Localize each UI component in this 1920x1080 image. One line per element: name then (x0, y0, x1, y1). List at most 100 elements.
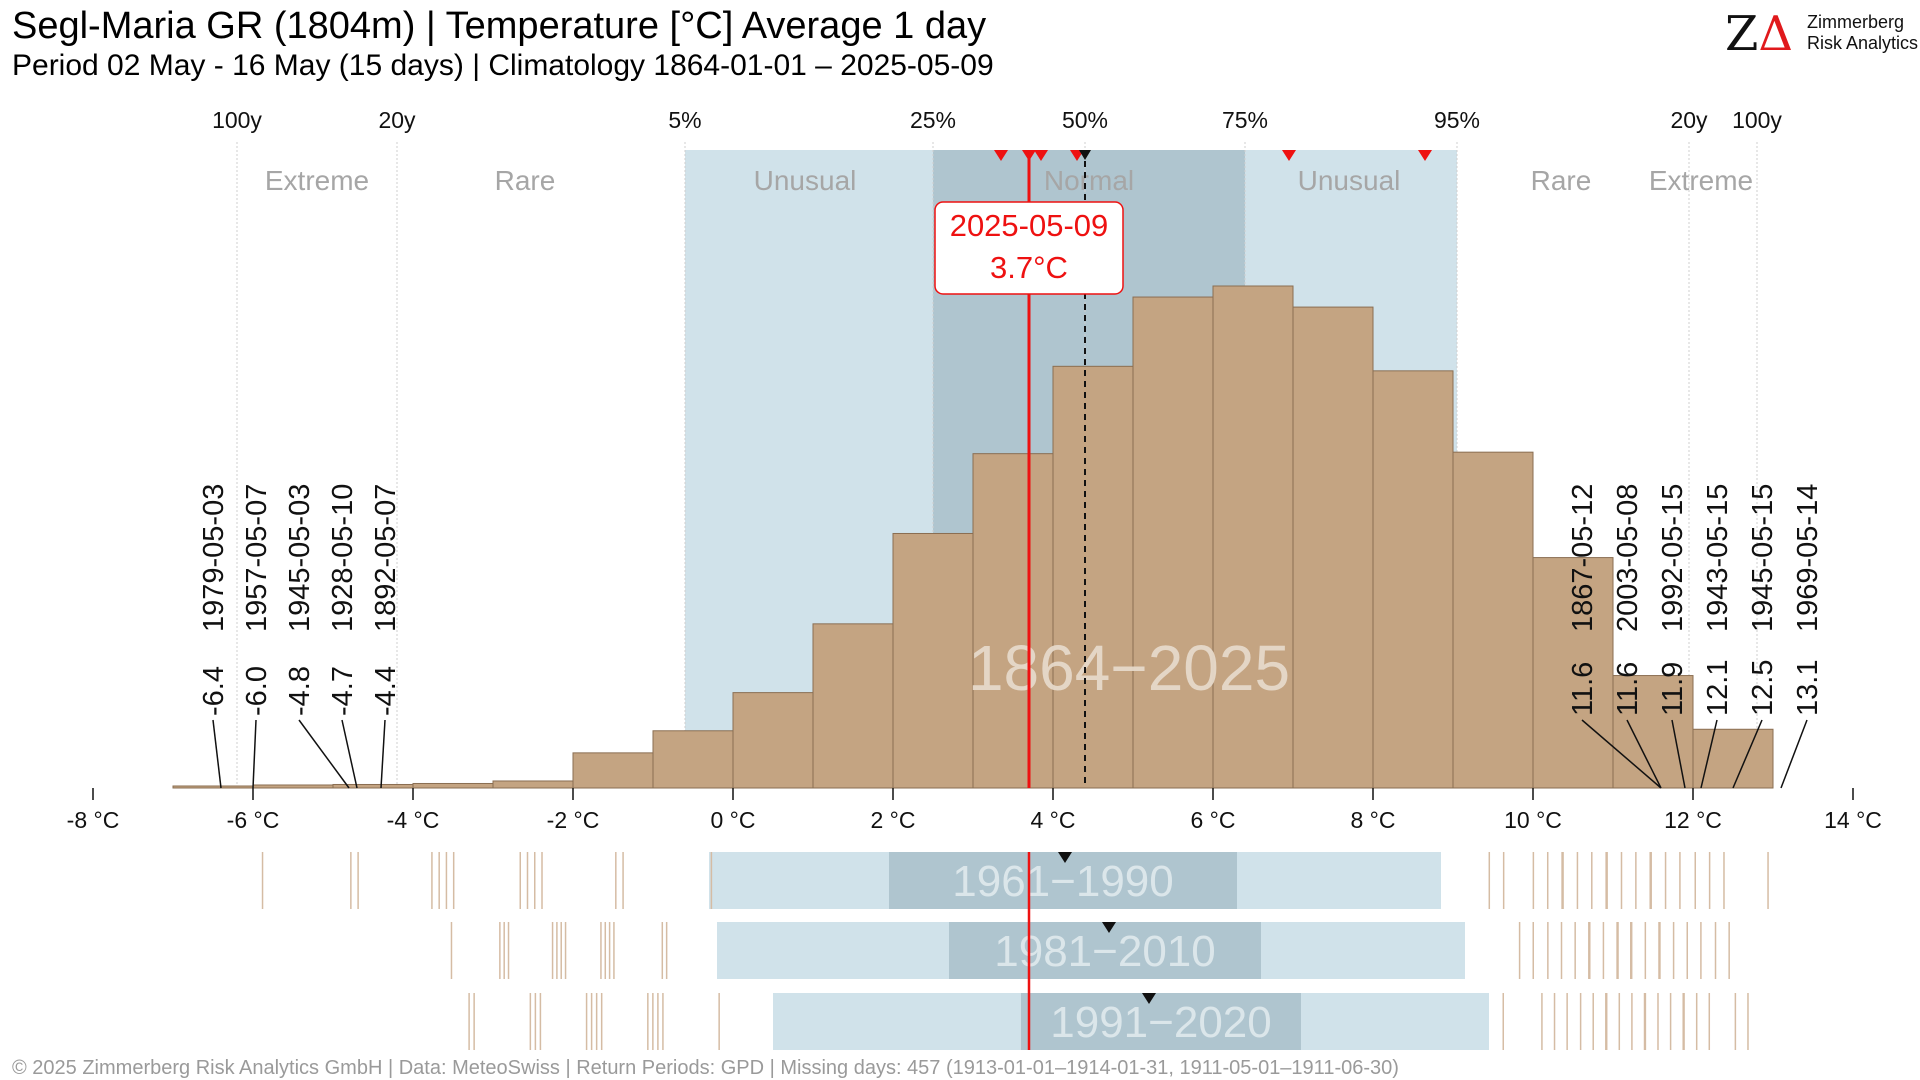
x-tick-label: 10 °C (1504, 807, 1562, 833)
percentile-label: 5% (668, 107, 701, 133)
histogram-bar (1212, 285, 1294, 789)
category-label: Unusual (754, 165, 857, 196)
low-extreme-value: -4.8 (284, 666, 316, 716)
low-extreme-date: 1979-05-03 (198, 484, 230, 632)
x-tick-label: 14 °C (1824, 807, 1882, 833)
low-extreme-value: -6.0 (241, 666, 273, 716)
low-extreme-date: 1945-05-03 (284, 484, 316, 632)
recent-value-marker (1418, 150, 1432, 161)
x-tick-label: -4 °C (387, 807, 440, 833)
percentile-label: 25% (910, 107, 956, 133)
recent-value-marker (1034, 150, 1048, 161)
period-watermark: 1864−2025 (968, 632, 1290, 704)
histogram-bar (1132, 296, 1214, 789)
histogram-bar (172, 785, 254, 789)
low-extreme-leader (212, 719, 222, 789)
category-label: Normal (1044, 165, 1134, 196)
high-extreme-value: 12.1 (1702, 660, 1734, 716)
low-extreme-date: 1928-05-10 (327, 484, 359, 632)
histogram-bar (1612, 675, 1694, 789)
x-tick-label: -8 °C (67, 807, 120, 833)
category-label: Extreme (1649, 165, 1753, 196)
reference-median-marker (1142, 993, 1156, 1004)
high-extreme-leader (1780, 719, 1808, 789)
x-tick-label: 6 °C (1191, 807, 1236, 833)
high-extreme-date: 2003-05-08 (1612, 484, 1644, 632)
logo-text: Zimmerberg Risk Analytics (1807, 12, 1918, 54)
company-logo: ZΔ Zimmerberg Risk Analytics (1725, 6, 1918, 62)
high-extreme-date: 1992-05-15 (1657, 484, 1689, 632)
high-extreme-leader (1732, 719, 1763, 789)
histogram-bar (1532, 557, 1614, 789)
reference-median-marker (1058, 852, 1072, 863)
histogram-bar (652, 730, 734, 789)
low-extreme-value: -6.4 (198, 666, 230, 716)
percentile-label: 75% (1222, 107, 1268, 133)
percentile-label: 20y (378, 107, 416, 133)
x-tick-label: 4 °C (1031, 807, 1076, 833)
chart-title: Segl-Maria GR (1804m) | Temperature [°C]… (12, 5, 987, 47)
high-extreme-leader (1626, 719, 1662, 789)
category-label: Rare (495, 165, 556, 196)
reference-normal-band (1021, 993, 1301, 1050)
low-extreme-leader (252, 719, 257, 789)
x-tick-label: -2 °C (547, 807, 600, 833)
percentile-label: 20y (1670, 107, 1708, 133)
current-date-label: 2025-05-09 (950, 208, 1109, 243)
histogram-bar (812, 623, 894, 789)
low-extreme-leader (380, 719, 386, 789)
histogram-bar (892, 532, 974, 789)
histogram-bar (1692, 728, 1774, 789)
x-tick-label: -6 °C (227, 807, 280, 833)
recent-value-marker (1282, 150, 1296, 161)
chart-subtitle: Period 02 May - 16 May (15 days) | Clima… (12, 49, 994, 82)
x-tick-label: 2 °C (871, 807, 916, 833)
recent-value-marker (994, 150, 1008, 161)
reference-normal-band (949, 922, 1261, 979)
x-tick-label: 0 °C (711, 807, 756, 833)
high-extreme-leader (1700, 719, 1718, 789)
category-label: Unusual (1298, 165, 1401, 196)
low-extreme-leader (341, 719, 358, 789)
histogram-bar (1292, 306, 1374, 789)
high-extreme-value: 11.6 (1612, 662, 1644, 716)
logo-line-2: Risk Analytics (1807, 33, 1919, 53)
histogram-bar (1452, 451, 1534, 789)
percentile-label: 50% (1062, 107, 1108, 133)
reference-period-label: 1961−1990 (952, 857, 1173, 906)
histogram-bar (972, 453, 1054, 789)
histogram-bar (1372, 370, 1454, 789)
high-extreme-value: 11.6 (1567, 662, 1599, 716)
category-label: Rare (1531, 165, 1592, 196)
footer-credits: © 2025 Zimmerberg Risk Analytics GmbH | … (12, 1057, 1399, 1079)
reference-period-label: 1981−2010 (994, 927, 1215, 976)
high-extreme-value: 11.9 (1657, 662, 1689, 716)
histogram-bar (1052, 365, 1134, 789)
histogram-bar (252, 784, 334, 789)
high-extreme-date: 1969-05-14 (1792, 484, 1824, 632)
histogram-bar (412, 782, 494, 789)
recent-value-marker (1070, 150, 1084, 161)
high-extreme-date: 1867-05-12 (1567, 484, 1599, 632)
histogram-bar (332, 783, 414, 789)
histogram-bar (732, 692, 814, 789)
percentile-label: 95% (1434, 107, 1480, 133)
histogram-bar (572, 752, 654, 789)
current-value-label: 3.7°C (990, 250, 1068, 285)
reference-normal-band (889, 852, 1237, 909)
low-extreme-date: 1892-05-07 (370, 484, 402, 632)
high-extreme-date: 1945-05-15 (1747, 484, 1779, 632)
high-extreme-date: 1943-05-15 (1702, 484, 1734, 632)
x-tick-label: 12 °C (1664, 807, 1722, 833)
low-extreme-date: 1957-05-07 (241, 484, 273, 632)
high-extreme-leader (1671, 719, 1686, 789)
high-extreme-value: 13.1 (1792, 660, 1824, 716)
high-extreme-value: 12.5 (1747, 660, 1779, 716)
low-extreme-value: -4.7 (327, 666, 359, 716)
low-extreme-value: -4.4 (370, 666, 402, 716)
recent-value-marker (1022, 150, 1036, 161)
percentile-label: 100y (1732, 107, 1782, 133)
x-tick-label: 8 °C (1351, 807, 1396, 833)
logo-mark: ZΔ (1725, 6, 1794, 62)
